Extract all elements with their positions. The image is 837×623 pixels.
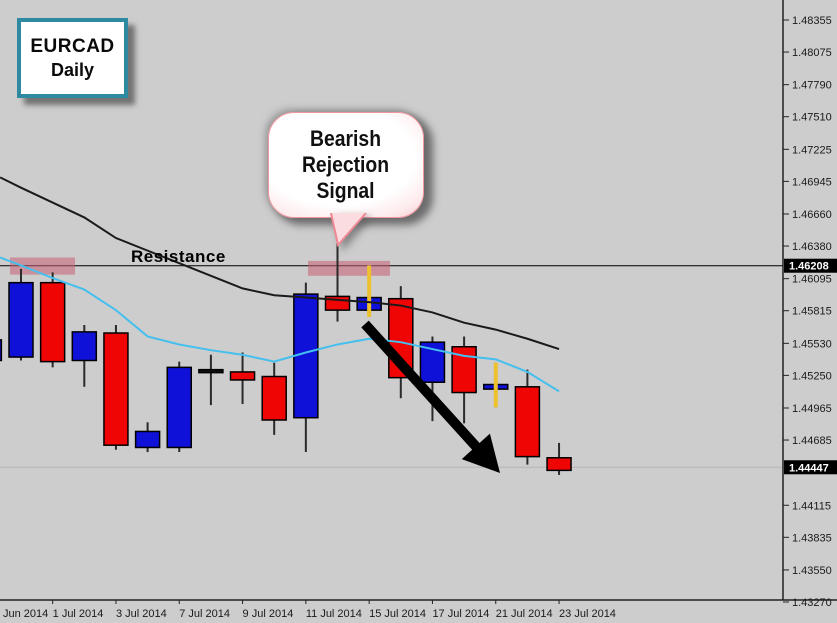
date-axis-label: 21 Jul 2014 — [496, 608, 553, 620]
date-axis-label: 17 Jul 2014 — [432, 608, 489, 620]
date-axis-label: 9 Jul 2014 — [243, 608, 294, 620]
candle-body-bear — [514, 386, 541, 458]
price-axis-label: 1.46945 — [792, 176, 832, 188]
price-axis-label: 1.48075 — [792, 47, 832, 59]
symbol-name: EURCAD — [30, 35, 115, 57]
price-axis-label: 1.43835 — [792, 532, 832, 544]
resistance-zone — [10, 257, 75, 275]
date-axis-label: 15 Jul 2014 — [369, 608, 426, 620]
price-axis-label: 1.46095 — [792, 274, 832, 286]
candle-body-bull — [71, 331, 98, 362]
signal-callout-text: Bearish Rejection Signal — [302, 126, 389, 204]
price-axis-label: 1.47510 — [792, 112, 832, 124]
price-axis-label: 1.45250 — [792, 370, 832, 382]
symbol-box: EURCAD Daily — [17, 18, 128, 98]
price-axis-label: 1.47790 — [792, 80, 832, 92]
candle-body-bear — [39, 281, 66, 363]
price-marker-label: 1.44447 — [789, 462, 829, 474]
price-axis-label: 1.45815 — [792, 306, 832, 318]
callout-tail — [330, 213, 367, 247]
callout-line-1: Bearish — [310, 126, 382, 151]
candle-body-bear — [103, 332, 129, 446]
resistance-zone — [308, 260, 390, 276]
candle-body-bull — [166, 366, 192, 449]
price-marker-box — [784, 258, 837, 273]
ma-line-fast — [0, 256, 560, 393]
candle-body-bear — [546, 457, 572, 472]
price-axis-label: 1.44115 — [792, 500, 831, 512]
date-axis-label: Jun 2014 — [3, 608, 48, 620]
price-axis-label: 1.46380 — [792, 241, 832, 253]
price-axis-label: 1.47225 — [792, 144, 832, 156]
callout-line-3: Signal — [316, 178, 376, 203]
price-axis-label: 1.44965 — [792, 403, 832, 415]
date-axis-label: 1 Jul 2014 — [53, 608, 104, 620]
candle-body-bull — [0, 339, 3, 362]
symbol-timeframe: Daily — [50, 59, 95, 80]
date-axis-label: 23 Jul 2014 — [559, 608, 616, 620]
price-axis-label: 1.46660 — [792, 209, 832, 221]
candle-body-doji — [198, 368, 224, 374]
price-marker-label: 1.46208 — [789, 261, 829, 273]
candle-body-bull — [293, 293, 319, 419]
candle-body-bull — [8, 281, 34, 358]
callout-line-2: Rejection — [302, 152, 390, 177]
ma-line-slow — [0, 176, 560, 350]
bearish-arrow-shaft — [361, 320, 484, 455]
candle-body-bear — [229, 371, 256, 381]
date-axis-label: 3 Jul 2014 — [116, 608, 167, 620]
price-axis-label: 1.43550 — [792, 565, 832, 577]
price-marker-box — [784, 460, 837, 475]
bearish-arrow-head — [461, 433, 500, 473]
price-axis-label: 1.44685 — [792, 435, 832, 447]
price-axis-label: 1.48355 — [792, 15, 832, 27]
signal-callout: Bearish Rejection Signal — [268, 112, 424, 218]
resistance-label: Resistance — [131, 247, 226, 266]
price-axis-label: 1.45530 — [792, 338, 832, 350]
price-axis-label: 1.43270 — [792, 597, 832, 609]
date-axis-label: 11 Jul 2014 — [306, 608, 362, 620]
date-axis-label: 7 Jul 2014 — [179, 608, 230, 620]
candle-body-bull — [134, 430, 161, 449]
candle-body-bear — [261, 375, 287, 421]
